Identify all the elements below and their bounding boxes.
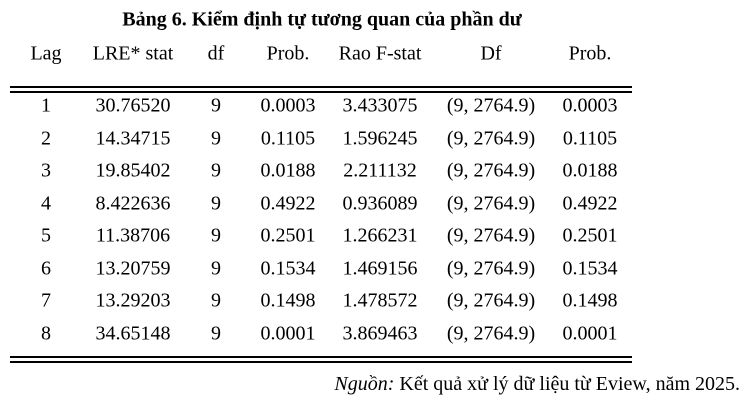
table-cell: (9, 2764.9) [446,257,536,279]
table-cell: 9 [211,127,221,149]
column-header: Df [480,42,502,65]
table-cell: 9 [211,94,221,117]
table-cell: 0.0003 [562,94,618,117]
table-cell: 0.1534 [260,257,316,279]
table-cell: 0.1105 [260,127,316,149]
column-header: df [207,42,225,65]
table-cell: 0.0188 [260,159,316,182]
table-cell: 7 [41,289,51,312]
table-cell: 34.65148 [95,322,171,344]
table-cell: 0.0001 [260,322,316,344]
table-cell: 19.85402 [95,159,171,182]
table-cell: 0.1534 [562,257,618,279]
table-cell: (9, 2764.9) [446,94,536,117]
table-cell: 0.0003 [260,94,316,117]
rule [10,361,632,363]
table-cell: 30.76520 [95,94,171,117]
table-cell: 5 [41,224,51,247]
table-cell: 0.4922 [260,192,316,214]
table-cell: 9 [211,257,221,279]
column-header: LRE* stat [92,42,174,65]
table-cell: 9 [211,224,221,247]
rule [10,86,632,88]
table-cell: 14.34715 [95,127,171,149]
table-cell: 13.20759 [95,257,171,279]
table-cell: 4 [41,192,51,214]
table-cell: 9 [211,289,221,312]
table-cell: (9, 2764.9) [446,159,536,182]
table-cell: 0.1105 [562,127,618,149]
table-cell: 0.1498 [562,289,618,312]
table-cell: 1.469156 [342,257,418,279]
table-cell: 3.433075 [342,94,418,117]
table-cell: 0.2501 [260,224,316,247]
table-cell: 9 [211,192,221,214]
table-cell: 0.0001 [562,322,618,344]
table-cell: 1.478572 [342,289,418,312]
table-title: Bảng 6. Kiểm định tự tương quan của phần… [122,8,522,31]
table-cell: 9 [211,322,221,344]
table-cell: 13.29203 [95,289,171,312]
table-cell: 0.2501 [562,224,618,247]
table-cell: 1.266231 [342,224,418,247]
table-cell: 0.4922 [562,192,618,214]
column-header: Prob. [568,42,612,65]
source-note: Nguồn: Kết quả xử lý dữ liệu từ Eview, nă… [334,373,740,396]
rule [10,356,632,358]
table-cell: (9, 2764.9) [446,322,536,344]
table-cell: (9, 2764.9) [446,289,536,312]
column-header: Lag [30,42,62,65]
table-cell: 0.936089 [342,192,418,214]
table-cell: 2 [41,127,51,149]
column-header: Rao F-stat [338,42,422,65]
table-cell: 9 [211,159,221,182]
table-cell: 2.211132 [343,159,417,182]
table-cell: 3 [41,159,51,182]
table-cell: 11.38706 [95,224,171,247]
table-cell: (9, 2764.9) [446,127,536,149]
table-cell: 1.596245 [342,127,418,149]
table-cell: 0.1498 [260,289,316,312]
rule [10,91,632,93]
table-cell: 8 [41,322,51,344]
table-cell: 6 [41,257,51,279]
source-label: Nguồn: [334,373,395,395]
table-cell: (9, 2764.9) [446,192,536,214]
table-cell: 1 [41,94,51,117]
table-cell: 3.869463 [342,322,418,344]
source-text: Kết quả xử lý dữ liệu từ Eview, năm 2025… [399,373,740,395]
column-header: Prob. [266,42,310,65]
table-cell: 0.0188 [562,159,618,182]
table-cell: (9, 2764.9) [446,224,536,247]
table-cell: 8.422636 [95,192,171,214]
